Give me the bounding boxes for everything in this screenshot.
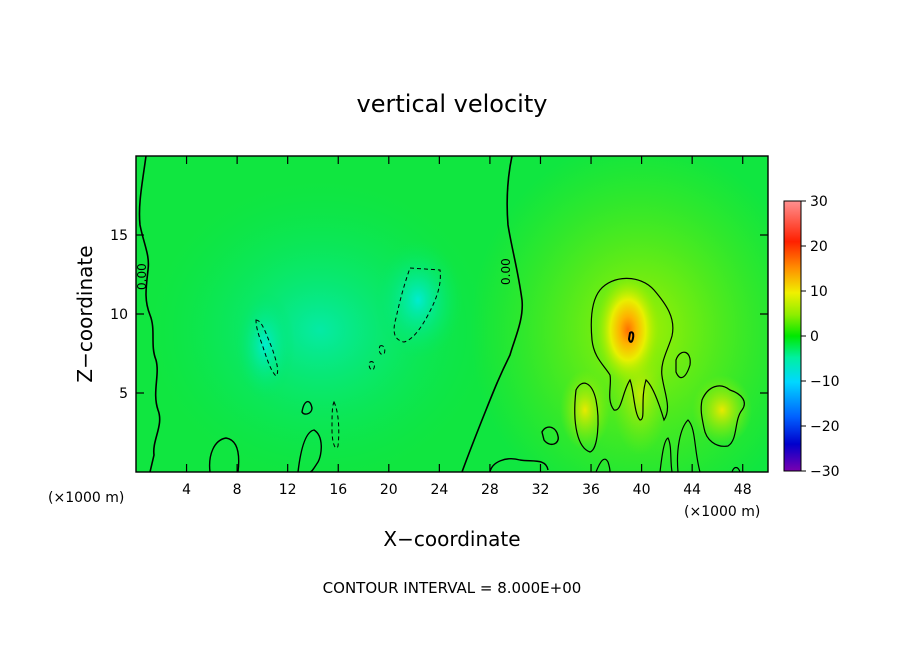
x-tick-label: 16 <box>329 482 347 498</box>
updraft-contour-lobe <box>700 385 745 447</box>
y-tick-label: 10 <box>110 307 128 323</box>
x-tick-label: 36 <box>582 482 600 498</box>
updraft-contour-outer <box>590 277 674 422</box>
y-axis: 5 10 15 <box>110 228 768 402</box>
x-unit-right: (×1000 m) <box>684 504 760 520</box>
negative-contours <box>255 267 441 449</box>
x-unit-left: (×1000 m) <box>48 490 124 506</box>
x-tick-label: 48 <box>734 482 752 498</box>
x-tick-label: 8 <box>233 482 242 498</box>
x-tick-label: 32 <box>532 482 550 498</box>
colorbar-tick-label: 0 <box>810 329 819 345</box>
downdraft-contour <box>255 319 279 377</box>
colorbar: 30 20 10 0 −10 −20 −30 <box>783 194 840 480</box>
colorbar-tick-label: −10 <box>810 374 840 390</box>
colorbar-gradient <box>783 200 802 472</box>
contour-label-center: 0.00 <box>499 258 513 285</box>
contour-lines <box>138 156 745 472</box>
zero-contour-blob <box>208 437 240 472</box>
field-cool-core <box>373 240 463 360</box>
downdraft-contour <box>378 345 386 355</box>
field-yellow-lobe <box>560 370 610 450</box>
updraft-contour-lobe <box>731 466 741 472</box>
y-tick-label: 15 <box>110 228 128 244</box>
updraft-contour-lobe <box>675 351 691 379</box>
downdraft-contour <box>393 267 441 343</box>
x-tick-label: 4 <box>182 482 191 498</box>
x-tick-label: 28 <box>481 482 499 498</box>
chart-title: vertical velocity <box>357 90 548 118</box>
zero-contour-left <box>138 156 161 472</box>
field-updraft-core <box>596 275 660 385</box>
colorbar-tick-label: 10 <box>810 284 828 300</box>
colorbar-ticks: 30 20 10 0 −10 −20 −30 <box>801 194 840 480</box>
plot-area <box>136 156 768 472</box>
x-tick-label: 40 <box>633 482 651 498</box>
updraft-contour-lobe <box>676 419 701 472</box>
downdraft-contour <box>331 400 340 449</box>
contour-label-left: 0.00 <box>135 263 149 290</box>
zero-contour-blob <box>541 426 559 446</box>
y-tick-label: 5 <box>119 386 128 402</box>
colorbar-tick-label: −30 <box>810 464 840 480</box>
y-axis-label: Z−coordinate <box>73 245 97 382</box>
colorbar-tick-label: −20 <box>810 419 840 435</box>
colorbar-tick-label: 20 <box>810 239 828 255</box>
x-tick-label: 20 <box>380 482 398 498</box>
downdraft-contour <box>368 361 375 371</box>
x-axis: 4 8 12 16 20 24 28 32 36 40 44 48 <box>182 156 752 498</box>
colorbar-tick-label: 30 <box>810 194 828 210</box>
zero-contour-blob <box>297 429 322 472</box>
updraft-contour-lobe <box>595 458 611 472</box>
x-tick-label: 24 <box>430 482 448 498</box>
field-cool-core-2 <box>235 290 295 400</box>
x-axis-label: X−coordinate <box>383 527 520 551</box>
updraft-contour-lobe <box>659 437 673 472</box>
zero-contour-center <box>461 156 524 472</box>
updraft-max-contour <box>627 331 635 343</box>
contour-interval-note: CONTOUR INTERVAL = 8.000E+00 <box>323 579 582 597</box>
zero-contour-blob <box>489 458 549 472</box>
updraft-contour-lobe <box>574 382 599 453</box>
x-tick-label: 44 <box>683 482 701 498</box>
zero-contour-blob <box>301 401 313 415</box>
x-tick-label: 12 <box>279 482 297 498</box>
